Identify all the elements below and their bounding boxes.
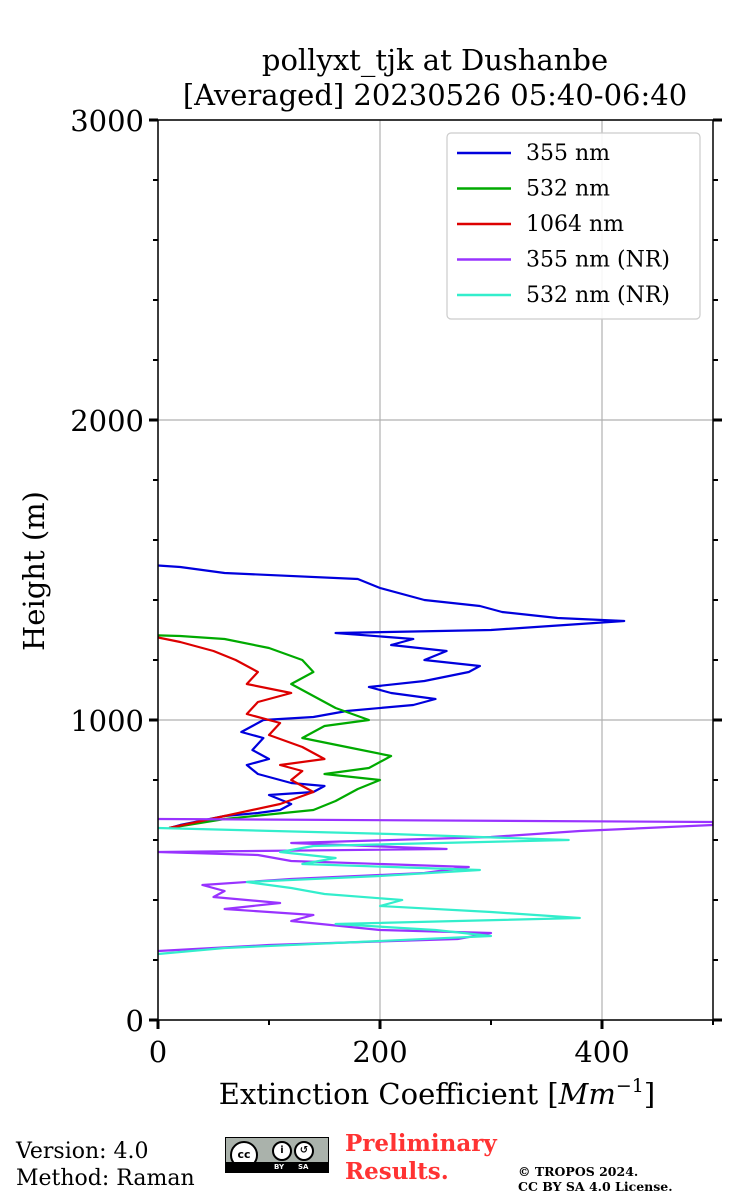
- x-axis-label: Extinction Coefficient [Mm−1]: [219, 1075, 655, 1111]
- axes: 0 1000 2000 3000 0 200 400: [70, 104, 722, 1069]
- copyright-line1: © TROPOS 2024.: [518, 1164, 639, 1179]
- method-text: Method: Raman: [16, 1166, 195, 1191]
- badge-by-text: BY: [274, 1163, 285, 1171]
- y-tick-label: 2000: [70, 404, 144, 438]
- legend-box: [446, 132, 701, 320]
- y-axis-label: Height (m): [17, 491, 51, 651]
- y-tick-label: 3000: [70, 104, 144, 138]
- chart-title: pollyxt_tjk at Dushanbe: [262, 43, 608, 78]
- x-tick-label: 400: [574, 1035, 629, 1069]
- version-text: Version: 4.0: [16, 1139, 149, 1164]
- legend-label-0: 355 nm: [526, 141, 610, 166]
- series-line-3: [158, 817, 713, 953]
- series-line-1: [158, 634, 393, 830]
- legend-label-1: 532 nm: [526, 177, 610, 202]
- preliminary-line1: Preliminary: [345, 1130, 497, 1157]
- footer-info: Version: 4.0 Method: Raman: [16, 1138, 195, 1192]
- copyright-line2: CC BY SA 4.0 License.: [518, 1179, 673, 1194]
- by-icon: i: [272, 1141, 292, 1161]
- x-tick-label: 200: [352, 1035, 407, 1069]
- plot-area: [158, 564, 713, 956]
- series-line-4: [158, 826, 581, 956]
- chart-subtitle: [Averaged] 20230526 05:40-06:40: [183, 78, 687, 112]
- series-line-0: [158, 564, 626, 830]
- series-line-2: [158, 636, 326, 830]
- preliminary-line2: Results.: [345, 1158, 449, 1185]
- axes-frame: [157, 119, 714, 1021]
- preliminary-results: Preliminary Results.: [345, 1130, 497, 1186]
- legend: 355 nm 532 nm 1064 nm 355 nm (NR) 532 nm (NR…: [446, 132, 701, 320]
- sa-icon: ↺: [294, 1141, 314, 1161]
- cc-by-sa-badge: cc i ↺ BY SA: [225, 1137, 329, 1173]
- y-tick-label: 1000: [70, 704, 144, 738]
- badge-sa-text: SA: [298, 1163, 309, 1171]
- legend-label-4: 532 nm (NR): [526, 283, 670, 308]
- legend-label-3: 355 nm (NR): [526, 248, 670, 273]
- x-tick-label: 0: [149, 1035, 167, 1069]
- copyright: © TROPOS 2024. CC BY SA 4.0 License.: [518, 1164, 673, 1194]
- legend-label-2: 1064 nm: [526, 212, 624, 237]
- y-tick-label: 0: [126, 1004, 144, 1038]
